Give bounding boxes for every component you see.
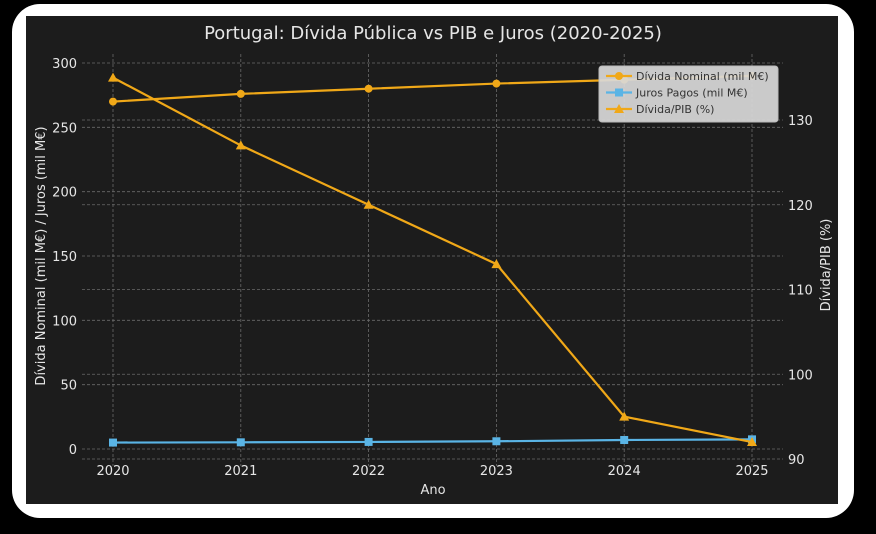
data-point (364, 437, 373, 446)
x-tick-label: 2023 (480, 464, 513, 479)
y-axis-ticks: 0 50 100 150 200 250 300 (52, 57, 77, 458)
data-point (236, 89, 245, 98)
data-point (491, 259, 502, 269)
legend-marker (615, 88, 623, 97)
series-1 (109, 435, 756, 447)
data-point (620, 435, 629, 444)
y-axis-label: Dívida Nominal (mil M€) / Juros (mil M€) (34, 126, 49, 385)
y-tick-label: 50 (60, 379, 77, 394)
legend-box (598, 65, 779, 123)
data-point (236, 438, 245, 447)
legend-label: Dívida Nominal (mil M€) (636, 70, 769, 83)
y2-axis-label: Dívida/PIB (%) (819, 219, 834, 312)
legend-label: Dívida/PIB (%) (636, 103, 714, 116)
x-tick-label: 2022 (352, 464, 385, 479)
series-2 (108, 72, 757, 447)
legend-entry: Juros Pagos (mil M€) (606, 87, 748, 100)
y2-tick-label: 90 (788, 453, 805, 468)
x-tick-label: 2021 (224, 464, 257, 479)
legend-entry: Dívida Nominal (mil M€) (606, 70, 769, 83)
x-tick-label: 2024 (608, 464, 641, 479)
y2-axis-ticks: 90 100 110 120 130 (788, 114, 813, 468)
legend-marker (614, 104, 624, 113)
data-point (619, 411, 630, 421)
data-point (109, 438, 117, 447)
legend-entry: Dívida/PIB (%) (606, 103, 714, 116)
y-tick-label: 300 (52, 57, 77, 72)
x-axis-label: Ano (420, 483, 445, 498)
data-point (747, 437, 757, 447)
y-tick-label: 200 (52, 186, 77, 201)
x-axis-ticks: 2020 2021 2022 2023 2024 2025 (96, 464, 768, 479)
x-tick-label: 2020 (96, 464, 129, 479)
grid (82, 54, 783, 466)
y2-tick-label: 100 (788, 368, 813, 383)
series (108, 71, 757, 447)
data-point (235, 140, 246, 150)
legend: Dívida Nominal (mil M€) Juros Pagos (mil … (598, 65, 779, 123)
data-point (492, 79, 501, 88)
y-tick-label: 250 (52, 121, 77, 136)
y-tick-label: 150 (52, 250, 77, 265)
x-tick-label: 2025 (735, 464, 768, 479)
data-point (492, 437, 501, 446)
data-point (108, 72, 118, 82)
series-line (112, 76, 753, 444)
legend-label: Juros Pagos (mil M€) (635, 87, 748, 100)
y-tick-label: 0 (69, 443, 77, 458)
legend-marker (615, 72, 623, 80)
data-point (364, 84, 373, 93)
y2-tick-label: 110 (788, 284, 813, 299)
data-point (109, 97, 117, 106)
data-point (363, 199, 374, 209)
y-tick-label: 100 (52, 314, 77, 329)
series-line (112, 438, 753, 444)
y2-tick-label: 130 (788, 114, 813, 129)
y2-tick-label: 120 (788, 199, 813, 214)
chart-title: Portugal: Dívida Pública vs PIB e Juros … (204, 23, 662, 44)
